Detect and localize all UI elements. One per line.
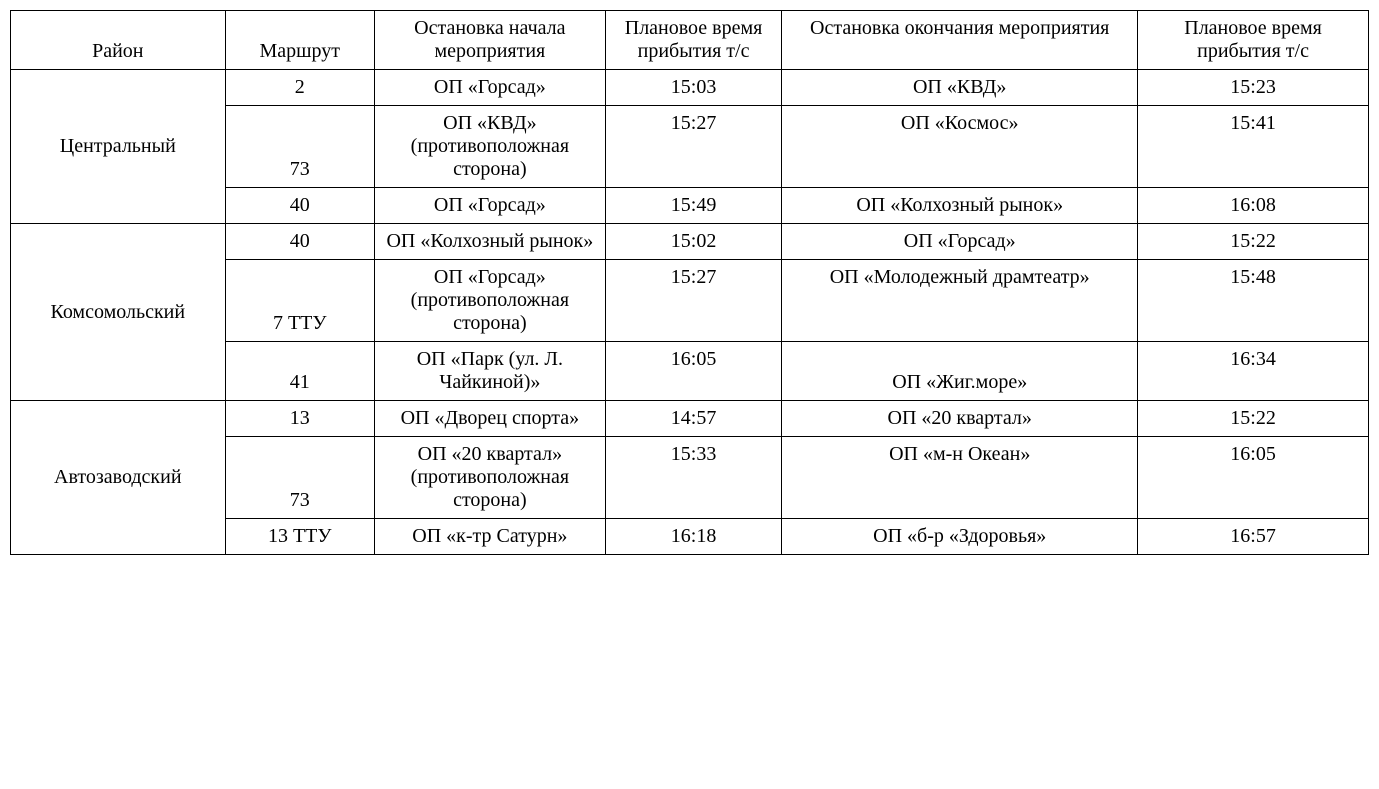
cell-start-stop: ОП «Дворец спорта» xyxy=(374,401,605,437)
cell-end-time: 15:48 xyxy=(1138,260,1369,342)
cell-end-stop: ОП «Космос» xyxy=(782,106,1138,188)
cell-start-stop: ОП «Горсад» xyxy=(374,70,605,106)
cell-route: 73 xyxy=(225,437,374,519)
header-end-time: Плановое время прибытия т/с xyxy=(1138,11,1369,70)
cell-end-stop: ОП «20 квартал» xyxy=(782,401,1138,437)
cell-route: 41 xyxy=(225,342,374,401)
header-route: Маршрут xyxy=(225,11,374,70)
cell-district: Автозаводский xyxy=(11,401,226,555)
cell-end-time: 16:08 xyxy=(1138,188,1369,224)
cell-route: 13 ТТУ xyxy=(225,519,374,555)
cell-route: 40 xyxy=(225,224,374,260)
cell-start-time: 14:57 xyxy=(605,401,782,437)
cell-start-stop: ОП «Горсад» xyxy=(374,188,605,224)
cell-route: 7 ТТУ xyxy=(225,260,374,342)
cell-route: 40 xyxy=(225,188,374,224)
cell-end-stop: ОП «б-р «Здоровья» xyxy=(782,519,1138,555)
cell-start-time: 15:49 xyxy=(605,188,782,224)
cell-end-stop: ОП «м-н Океан» xyxy=(782,437,1138,519)
cell-start-stop: ОП «КВД» (противоположная сторона) xyxy=(374,106,605,188)
cell-end-time: 16:57 xyxy=(1138,519,1369,555)
cell-start-time: 15:03 xyxy=(605,70,782,106)
header-row: Район Маршрут Остановка начала мероприят… xyxy=(11,11,1369,70)
header-start-stop: Остановка начала мероприятия xyxy=(374,11,605,70)
cell-start-stop: ОП «20 квартал» (противоположная сторона… xyxy=(374,437,605,519)
cell-start-time: 15:27 xyxy=(605,106,782,188)
cell-end-stop: ОП «Колхозный рынок» xyxy=(782,188,1138,224)
cell-start-stop: ОП «Горсад» (противоположная сторона) xyxy=(374,260,605,342)
cell-route: 13 xyxy=(225,401,374,437)
cell-start-stop: ОП «Колхозный рынок» xyxy=(374,224,605,260)
cell-end-time: 15:22 xyxy=(1138,401,1369,437)
cell-start-time: 15:27 xyxy=(605,260,782,342)
cell-start-time: 16:18 xyxy=(605,519,782,555)
cell-district: Центральный xyxy=(11,70,226,224)
table-row: Автозаводский 13 ОП «Дворец спорта» 14:5… xyxy=(11,401,1369,437)
header-end-stop: Остановка окончания мероприятия xyxy=(782,11,1138,70)
cell-end-time: 15:41 xyxy=(1138,106,1369,188)
table-row: Центральный 2 ОП «Горсад» 15:03 ОП «КВД»… xyxy=(11,70,1369,106)
schedule-table: Район Маршрут Остановка начала мероприят… xyxy=(10,10,1369,555)
table-body: Центральный 2 ОП «Горсад» 15:03 ОП «КВД»… xyxy=(11,70,1369,555)
cell-end-time: 15:23 xyxy=(1138,70,1369,106)
cell-end-stop: ОП «Горсад» xyxy=(782,224,1138,260)
cell-start-time: 16:05 xyxy=(605,342,782,401)
header-start-time: Плановое время прибытия т/с xyxy=(605,11,782,70)
cell-end-stop: ОП «Жиг.море» xyxy=(782,342,1138,401)
cell-district: Комсомольский xyxy=(11,224,226,401)
cell-end-time: 15:22 xyxy=(1138,224,1369,260)
cell-end-time: 16:34 xyxy=(1138,342,1369,401)
cell-start-stop: ОП «к-тр Сатурн» xyxy=(374,519,605,555)
cell-end-stop: ОП «Молодежный драмтеатр» xyxy=(782,260,1138,342)
cell-start-time: 15:02 xyxy=(605,224,782,260)
cell-route: 2 xyxy=(225,70,374,106)
cell-start-stop: ОП «Парк (ул. Л. Чайкиной)» xyxy=(374,342,605,401)
cell-end-stop: ОП «КВД» xyxy=(782,70,1138,106)
cell-end-time: 16:05 xyxy=(1138,437,1369,519)
table-row: Комсомольский 40 ОП «Колхозный рынок» 15… xyxy=(11,224,1369,260)
cell-route: 73 xyxy=(225,106,374,188)
cell-start-time: 15:33 xyxy=(605,437,782,519)
header-district: Район xyxy=(11,11,226,70)
table-header: Район Маршрут Остановка начала мероприят… xyxy=(11,11,1369,70)
